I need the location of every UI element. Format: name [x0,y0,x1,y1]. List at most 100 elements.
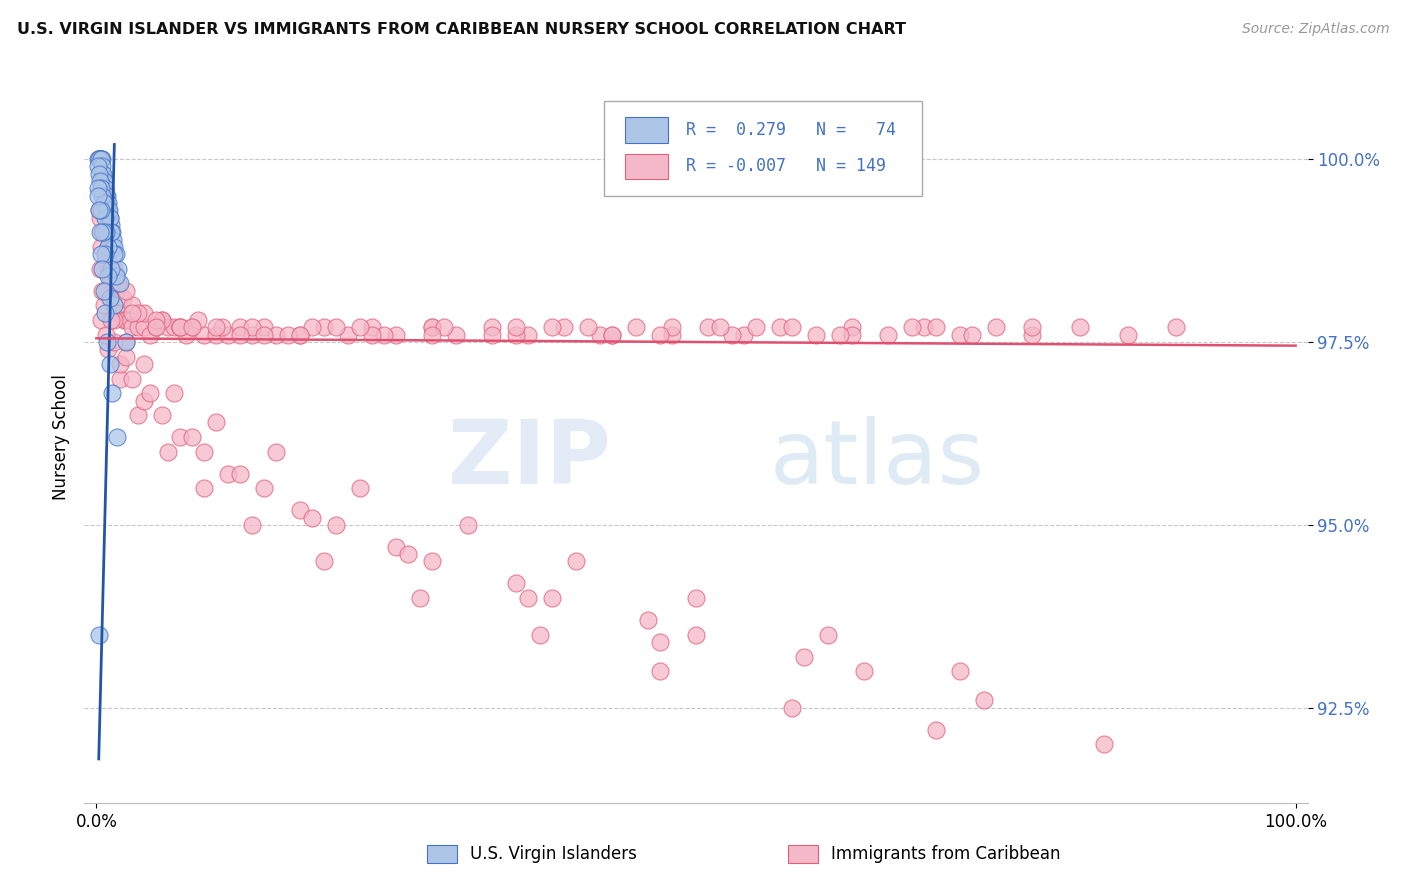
Point [93,254,117,268]
Point [169,320,191,334]
Point [163,386,186,401]
Point [90,152,112,166]
Point [541,591,564,605]
Point [118,313,141,327]
Point [134,320,156,334]
Point [93,298,115,312]
Point [949,327,972,342]
Text: R =  0.279   N =   74: R = 0.279 N = 74 [686,121,896,139]
Point [97,261,120,276]
Y-axis label: Nursery School: Nursery School [52,374,70,500]
Point [745,320,768,334]
Point [115,284,138,298]
Point [139,327,162,342]
Point [127,408,149,422]
Point [93,284,115,298]
Point [115,334,138,349]
Point [101,233,124,247]
Point [110,371,132,385]
Point [87,181,110,195]
Point [98,211,121,225]
Point [90,240,112,254]
Point [94,247,117,261]
Point [1069,320,1091,334]
Point [396,547,419,561]
Point [101,225,124,239]
Point [107,261,129,276]
Point [949,664,972,678]
Point [150,408,173,422]
Point [589,327,612,342]
Point [96,196,118,211]
Point [139,386,162,401]
Point [134,393,156,408]
Point [157,320,180,334]
Point [349,320,371,334]
Point [90,152,112,166]
Point [91,167,114,181]
Point [105,269,128,284]
Point [127,306,149,320]
Point [100,225,122,239]
Point [912,320,935,334]
Point [290,503,312,517]
Point [91,167,114,181]
Point [529,627,551,641]
Point [112,313,135,327]
Point [96,334,118,349]
Point [86,188,108,202]
Point [290,327,312,342]
Point [107,298,129,312]
Point [103,240,125,254]
Point [97,254,120,268]
Text: R = -0.007   N = 149: R = -0.007 N = 149 [686,158,886,176]
Point [301,320,323,334]
Point [780,320,803,334]
Point [420,320,443,334]
Point [94,284,117,298]
FancyBboxPatch shape [427,845,457,863]
Point [648,664,671,678]
Point [105,430,128,444]
Point [103,334,125,349]
Point [325,320,347,334]
Point [89,211,111,225]
Point [420,554,443,568]
Point [901,320,924,334]
Point [169,430,191,444]
Point [115,350,138,364]
Point [444,327,467,342]
Point [169,320,191,334]
Point [110,306,132,320]
Point [517,327,540,342]
Point [90,203,112,218]
Point [769,320,792,334]
Point [89,152,111,166]
Point [91,167,114,181]
Point [90,181,112,195]
Point [98,269,121,284]
Point [457,517,479,532]
Point [229,320,252,334]
Point [217,327,239,342]
Point [637,613,659,627]
Point [973,693,995,707]
Point [100,313,122,327]
Point [121,306,143,320]
Text: U.S. VIRGIN ISLANDER VS IMMIGRANTS FROM CARIBBEAN NURSERY SCHOOL CORRELATION CHA: U.S. VIRGIN ISLANDER VS IMMIGRANTS FROM … [17,22,905,37]
Point [181,320,204,334]
Point [97,211,120,225]
Text: ZIP: ZIP [447,416,610,502]
Point [91,284,114,298]
Point [301,510,323,524]
Point [337,327,360,342]
Point [145,320,167,334]
Point [94,247,117,261]
Point [145,313,167,327]
Point [828,327,851,342]
Point [361,327,384,342]
Point [229,467,252,481]
Point [253,481,276,495]
Point [121,371,143,385]
Point [91,225,114,239]
